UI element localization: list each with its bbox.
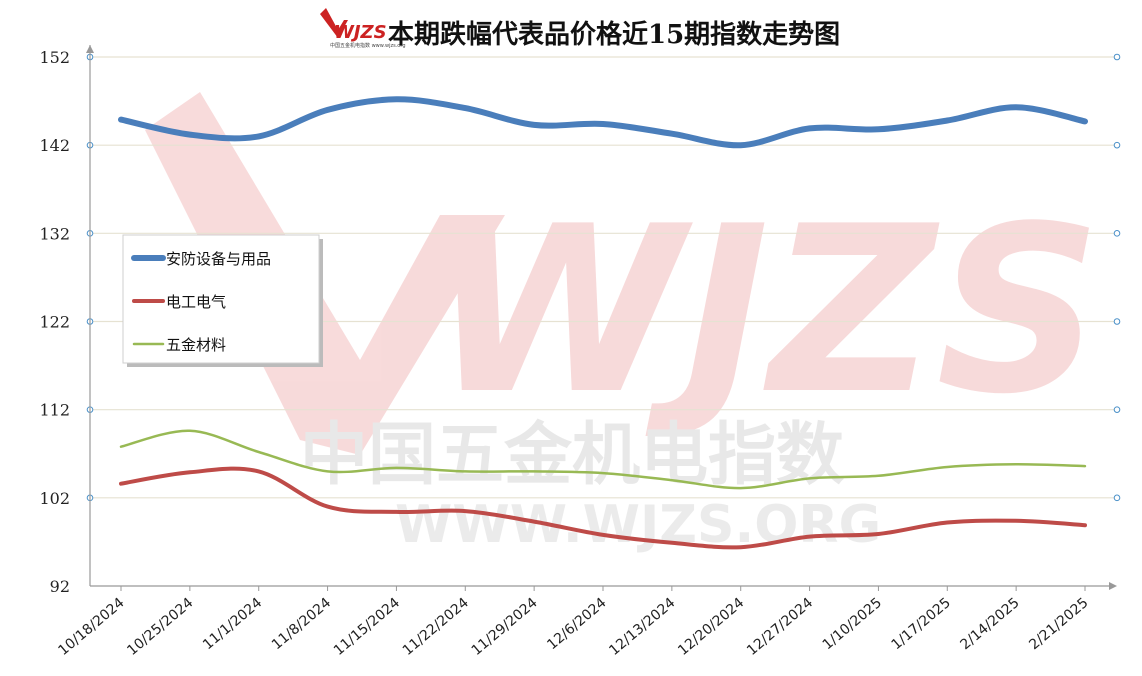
logo: WJZS 中国五金机电指数 www.wjzs.org bbox=[320, 8, 406, 49]
logo-arrow-icon bbox=[320, 8, 348, 38]
y-tick-label: 102 bbox=[39, 489, 70, 508]
watermark-main-text: 中国五金机电指数 bbox=[300, 416, 844, 495]
axes bbox=[86, 45, 1121, 591]
x-tick-label: 1/17/2025 bbox=[889, 595, 954, 653]
x-tick-label: 10/18/2024 bbox=[55, 595, 127, 659]
y-axis-arrow-icon bbox=[86, 45, 94, 53]
x-tick-label: 12/20/2024 bbox=[675, 595, 747, 659]
right-axis-marker bbox=[1113, 494, 1121, 502]
watermark-logo-text: WJZS bbox=[430, 178, 1102, 445]
series-line-3 bbox=[119, 429, 1087, 490]
y-tick-label: 132 bbox=[39, 224, 70, 243]
y-tick-labels: 92 102 112 122 132 142 152 bbox=[39, 48, 70, 596]
x-tick-label: 2/21/2025 bbox=[1026, 595, 1091, 653]
series-line-1 bbox=[118, 96, 1088, 149]
y-tick-label: 152 bbox=[39, 48, 70, 67]
y-tick-label: 142 bbox=[39, 136, 70, 155]
x-tick-label: 12/27/2024 bbox=[744, 595, 816, 659]
x-tick-label: 1/10/2025 bbox=[820, 595, 885, 653]
x-tick-label: 11/8/2024 bbox=[269, 595, 334, 653]
chart-header: WJZS 中国五金机电指数 www.wjzs.org 本期跌幅代表品价格近15期… bbox=[320, 8, 840, 50]
legend-label: 五金材料 bbox=[166, 336, 226, 354]
x-tick-label: 12/13/2024 bbox=[606, 595, 678, 659]
series-lines bbox=[118, 96, 1088, 550]
right-axis-marker bbox=[1113, 53, 1121, 61]
x-tick-label: 2/14/2025 bbox=[957, 595, 1022, 653]
logo-subtext: 中国五金机电指数 www.wjzs.org bbox=[330, 42, 406, 49]
series-line-2 bbox=[119, 466, 1087, 550]
gridlines bbox=[90, 56, 1117, 499]
x-tick-label: 11/29/2024 bbox=[469, 595, 541, 659]
x-axis-arrow-icon bbox=[1109, 582, 1117, 590]
right-axis-marker bbox=[1113, 406, 1121, 413]
y-tick-label: 112 bbox=[39, 401, 70, 420]
watermark: WJZS 中国五金机电指数 WWW.WJZS.ORG bbox=[145, 92, 1102, 555]
legend-label: 电工电气 bbox=[166, 293, 226, 311]
right-axis-marker bbox=[1113, 141, 1121, 149]
x-tick-label: 11/22/2024 bbox=[400, 595, 472, 659]
logo-text: WJZS bbox=[334, 22, 387, 43]
y-tick-label: 92 bbox=[50, 577, 70, 596]
legend-label: 安防设备与用品 bbox=[166, 250, 271, 268]
x-tick-label: 10/25/2024 bbox=[124, 595, 196, 659]
y-tick-label: 122 bbox=[39, 313, 70, 332]
chart-title: 本期跌幅代表品价格近15期指数走势图 bbox=[388, 19, 840, 50]
x-tick-label: 11/1/2024 bbox=[200, 595, 265, 653]
x-tick-label: 12/6/2024 bbox=[544, 595, 609, 653]
x-tick-label: 11/15/2024 bbox=[331, 595, 403, 659]
right-axis-marker bbox=[1113, 230, 1121, 237]
watermark-arrow-icon bbox=[145, 92, 505, 455]
watermark-url-text: WWW.WJZS.ORG bbox=[395, 495, 881, 555]
right-axis-marker bbox=[1113, 318, 1121, 325]
